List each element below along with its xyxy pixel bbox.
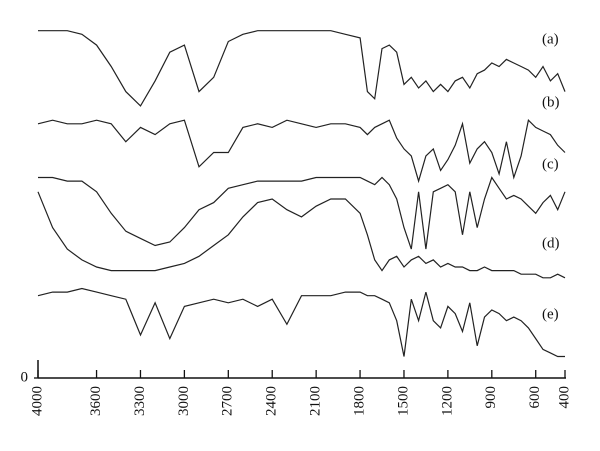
x-tick-label: 2100 — [308, 386, 324, 416]
series-label: (e) — [542, 306, 559, 322]
y-tick-label: 0 — [21, 369, 29, 385]
spectrum-line — [38, 176, 566, 250]
x-tick-label: 3600 — [88, 386, 104, 416]
x-tick-label: 1500 — [395, 386, 411, 416]
x-tick-label: 3300 — [132, 386, 148, 416]
x-tick-label: 2700 — [220, 386, 236, 416]
x-tick-label: 400 — [556, 386, 572, 409]
x-tick-label: 4000 — [29, 386, 45, 416]
x-tick-label: 1800 — [351, 386, 367, 416]
x-tick-label: 600 — [527, 386, 543, 409]
spectrum-line — [37, 118, 566, 184]
series-label: (c) — [542, 156, 559, 172]
x-tick-label: 1200 — [439, 386, 455, 416]
series-label: (b) — [542, 94, 560, 110]
series-label: (d) — [542, 235, 560, 251]
spectrum-line — [37, 191, 566, 279]
spectrum-line — [38, 30, 566, 107]
series-label: (a) — [542, 31, 559, 47]
x-tick-label: 900 — [483, 386, 499, 409]
spectrum-line — [37, 287, 565, 358]
x-tick-label: 2400 — [264, 386, 280, 416]
x-tick-label: 3000 — [176, 386, 192, 416]
